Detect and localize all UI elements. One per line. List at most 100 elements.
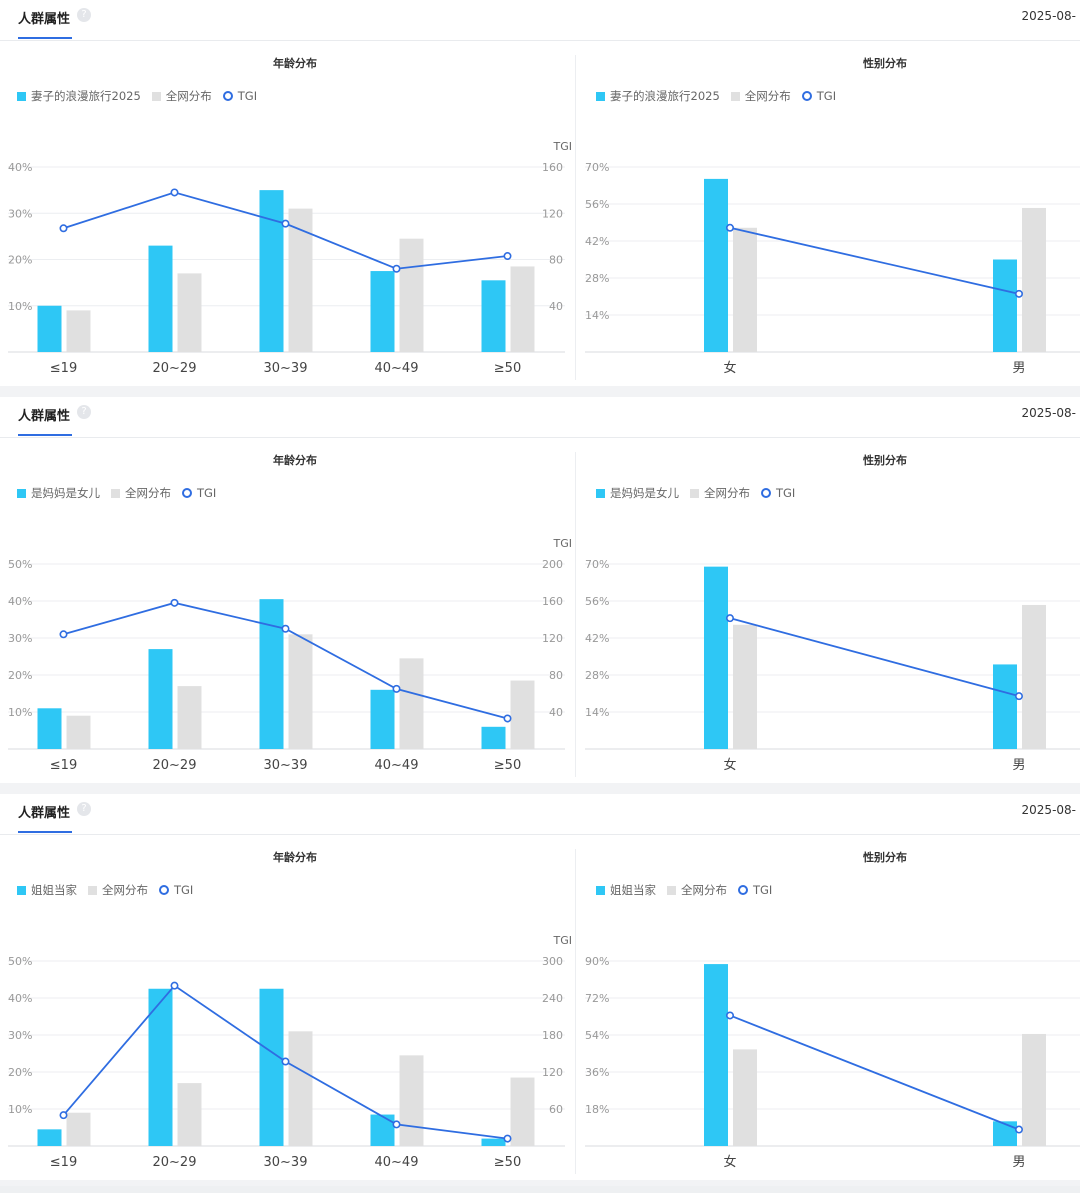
x-tick-label: ≤19 <box>50 361 77 376</box>
legend-item-tgi[interactable]: TGI <box>159 883 193 897</box>
y-tick-label: 20% <box>8 254 32 267</box>
y-tick-label: 40% <box>8 595 32 608</box>
legend-item-baseline[interactable]: 全网分布 <box>88 882 148 898</box>
legend-item-baseline[interactable]: 全网分布 <box>151 88 212 104</box>
tgi-point <box>170 188 179 197</box>
bar-baseline <box>399 658 424 749</box>
legend-item-series[interactable]: 姐姐当家 <box>17 882 77 898</box>
tgi-point <box>392 264 401 273</box>
audience-panel: 人群属性 ? 2025-08- 年龄分布 是妈妈是女儿 全网分布 TGI 性别分… <box>0 397 1080 783</box>
x-tick-label: ≥50 <box>494 758 521 773</box>
gender-chart-svg: 14% 28% 42% 56% 70% 女 男 <box>585 558 1080 773</box>
y-tick-label: 56% <box>585 198 609 211</box>
help-icon[interactable]: ? <box>77 802 91 816</box>
bar-series <box>370 271 395 352</box>
y2-tick-label: 120 <box>542 632 563 645</box>
bar-series <box>148 988 173 1146</box>
x-tick-label: 20~29 <box>153 758 197 773</box>
legend-swatch-series <box>596 91 605 101</box>
age-chart-title: 年龄分布 <box>273 57 317 70</box>
help-icon[interactable]: ? <box>77 8 91 22</box>
legend-item-series[interactable]: 是妈妈是女儿 <box>596 485 679 501</box>
y-tick-label: 70% <box>585 558 609 571</box>
panel-title[interactable]: 人群属性 <box>18 409 71 424</box>
legend-label: 全网分布 <box>744 89 791 103</box>
legend-item-series[interactable]: 妻子的浪漫旅行2025 <box>596 88 720 104</box>
active-tab-underline <box>18 434 72 436</box>
legend-label: 全网分布 <box>704 486 750 500</box>
legend-label: TGI <box>237 89 258 103</box>
gender-chart-svg: 18% 36% 54% 72% 90% 女 男 <box>585 955 1080 1170</box>
legend-swatch-baseline <box>690 488 699 498</box>
tgi-point <box>59 630 68 639</box>
legend-swatch-baseline <box>88 885 97 895</box>
tgi-point <box>725 1011 734 1020</box>
bar-baseline <box>1022 207 1046 352</box>
legend-swatch-series <box>17 91 26 101</box>
y-tick-label: 40% <box>8 992 32 1005</box>
bar-series <box>481 726 506 749</box>
legend-swatch-tgi <box>159 885 169 895</box>
x-tick-label: ≥50 <box>494 1155 521 1170</box>
legend-item-baseline[interactable]: 全网分布 <box>730 88 791 104</box>
x-tick-label: 男 <box>1012 758 1025 773</box>
gender-chart-title: 性别分布 <box>863 454 907 467</box>
tgi-point <box>170 981 179 990</box>
tgi-point <box>725 223 734 232</box>
legend-item-baseline[interactable]: 全网分布 <box>667 882 727 898</box>
x-tick-label: 20~29 <box>153 1155 197 1170</box>
bar-baseline <box>399 1055 424 1146</box>
legend-label: TGI <box>197 486 217 500</box>
bar-series <box>37 708 62 749</box>
legend-item-baseline[interactable]: 全网分布 <box>111 485 171 501</box>
panel-title[interactable]: 人群属性 <box>18 806 71 821</box>
tgi-point <box>170 598 179 607</box>
panel-title[interactable]: 人群属性 <box>18 12 71 27</box>
legend-label: 妻子的浪漫旅行2025 <box>31 89 141 103</box>
x-tick-label: 女 <box>723 360 736 376</box>
legend-item-tgi[interactable]: TGI <box>738 883 772 897</box>
legend-label: 全网分布 <box>681 883 727 897</box>
y2-tick-label: 80 <box>549 254 563 267</box>
tgi-point <box>281 624 290 633</box>
y2-tick-label: 180 <box>542 1029 563 1042</box>
legend-item-baseline[interactable]: 全网分布 <box>690 485 750 501</box>
gender-chart-svg: 14% 28% 42% 56% 70% 女 男 <box>585 161 1080 376</box>
bar-baseline <box>733 624 757 749</box>
tgi-point <box>59 224 68 233</box>
tgi-point <box>503 1134 512 1143</box>
legend-item-tgi[interactable]: TGI <box>222 89 258 103</box>
y-tick-label: 72% <box>585 992 609 1005</box>
tgi-line <box>729 1014 1020 1131</box>
legend-item-tgi[interactable]: TGI <box>761 486 795 500</box>
legend-item-series[interactable]: 姐姐当家 <box>596 882 656 898</box>
y-tick-label: 30% <box>8 207 32 220</box>
x-tick-label: ≤19 <box>50 758 77 773</box>
x-tick-label: 40~49 <box>375 361 419 376</box>
bar-baseline <box>66 715 91 749</box>
bar-series <box>704 566 728 749</box>
x-tick-label: 40~49 <box>375 1155 419 1170</box>
legend-item-tgi[interactable]: TGI <box>182 486 216 500</box>
y2-tick-label: 80 <box>549 669 563 682</box>
legend-label: 全网分布 <box>165 89 212 103</box>
help-icon[interactable]: ? <box>77 405 91 419</box>
legend-item-tgi[interactable]: TGI <box>801 89 836 103</box>
legend-swatch-baseline <box>730 91 740 101</box>
gender-legend: 姐姐当家 全网分布 TGI <box>596 882 783 898</box>
x-tick-label: ≤19 <box>50 1155 77 1170</box>
bar-baseline <box>399 238 424 352</box>
legend-item-series[interactable]: 妻子的浪漫旅行2025 <box>17 88 141 104</box>
bar-series <box>370 689 395 749</box>
y-tick-label: 10% <box>8 1103 32 1116</box>
y-tick-label: 28% <box>585 669 609 682</box>
bar-series <box>37 305 62 352</box>
y-tick-label: 42% <box>585 632 609 645</box>
y-tick-label: 56% <box>585 595 609 608</box>
legend-item-series[interactable]: 是妈妈是女儿 <box>17 485 100 501</box>
legend-label: 是妈妈是女儿 <box>31 486 100 500</box>
x-tick-label: 20~29 <box>153 361 197 376</box>
y-tick-label: 90% <box>585 955 609 968</box>
tgi-point <box>503 252 512 261</box>
